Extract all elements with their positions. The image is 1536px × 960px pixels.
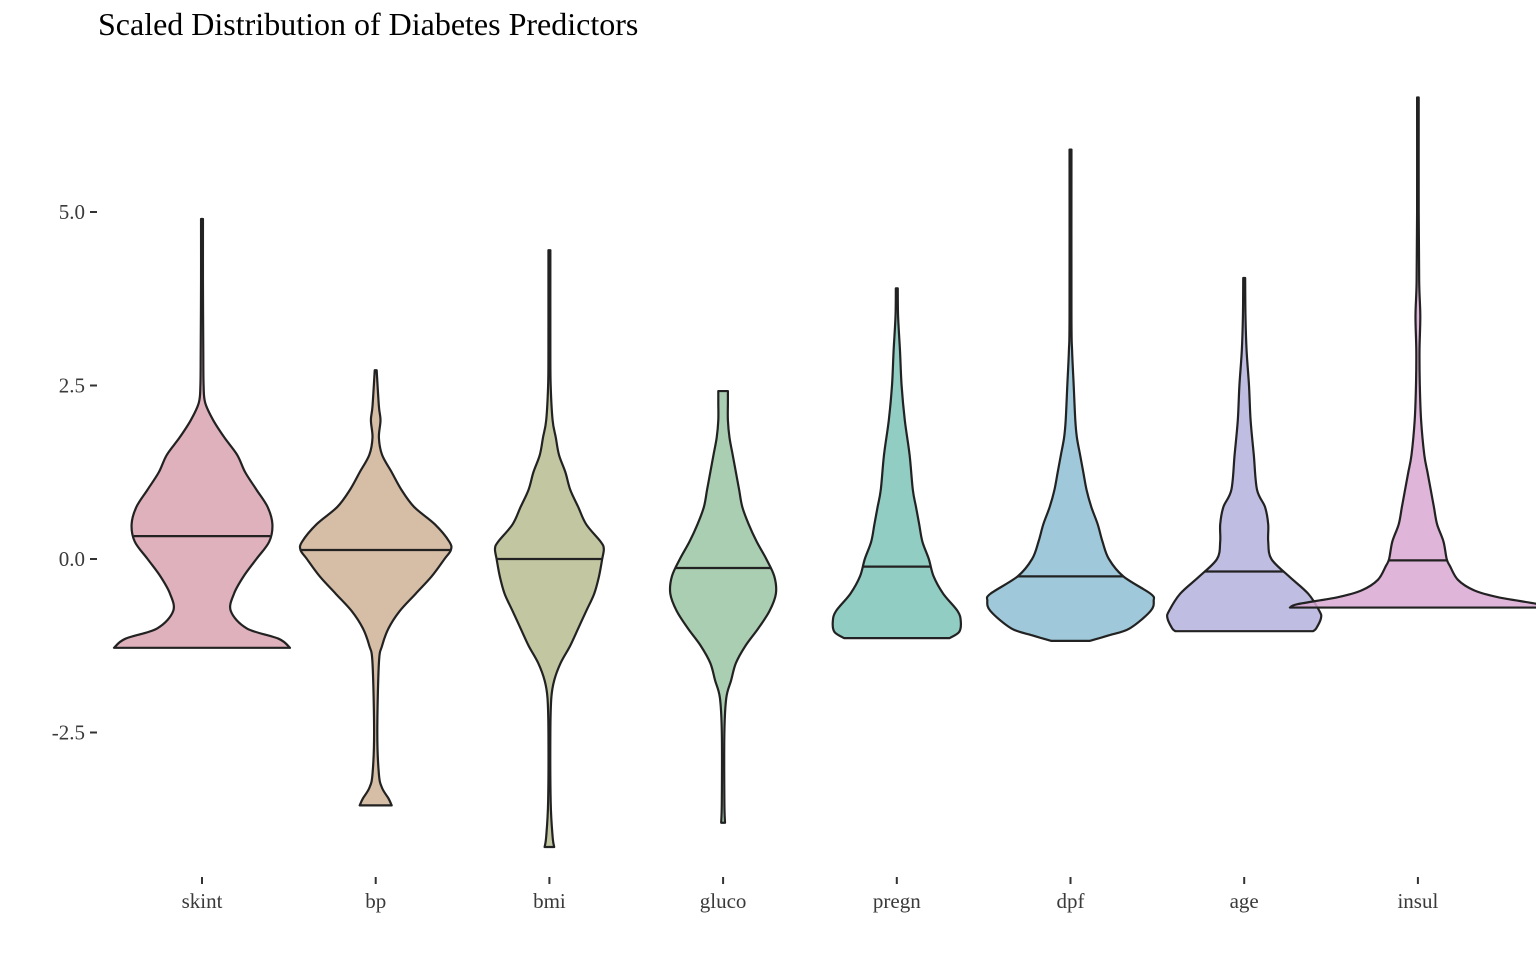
x-tick-label-bp: bp [365,889,386,913]
x-tick-label-age: age [1230,889,1259,913]
violin-pregn [831,287,963,640]
x-axis: skint bp bmi gluco pregn dpf age insul [182,877,1438,913]
x-tick-label-skint: skint [182,889,223,913]
x-tick-label-dpf: dpf [1057,889,1085,913]
chart-title: Scaled Distribution of Diabetes Predicto… [98,6,639,42]
y-tick-label-1: 2.5 [59,374,85,398]
x-tick-label-bmi: bmi [533,889,566,913]
x-tick-label-pregn: pregn [873,889,921,913]
violin-gluco [668,389,778,824]
violins-group [112,96,1536,849]
y-tick-label-0: 5.0 [59,200,85,224]
violin-age [1166,276,1323,633]
y-tick-label-3: -2.5 [52,721,85,745]
y-tick-label-2: 0.0 [59,547,85,571]
violin-skint [112,217,292,649]
violin-bmi [493,249,605,849]
violin-insul [1288,96,1536,609]
violin-dpf [985,148,1156,642]
x-tick-label-gluco: gluco [700,889,747,913]
violin-bp [298,369,453,807]
x-tick-label-insul: insul [1397,889,1438,913]
y-axis: 5.0 2.5 0.0 -2.5 [52,200,97,745]
